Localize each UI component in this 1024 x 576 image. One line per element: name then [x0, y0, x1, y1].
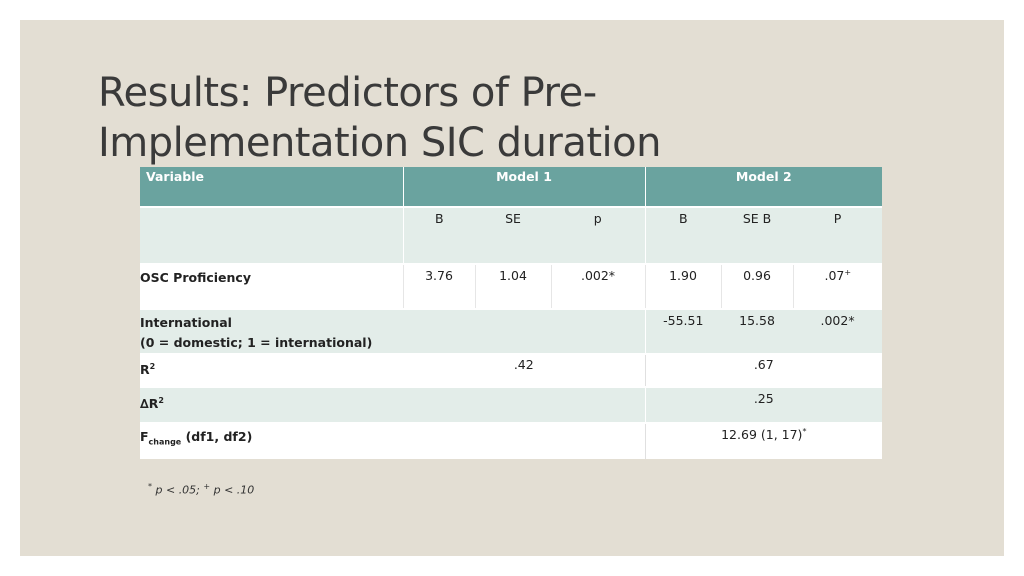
title-line-1: Results: Predictors of Pre- — [98, 70, 597, 116]
osc-m2-p-value: .07 — [824, 268, 845, 284]
slide-title: Results: Predictors of Pre- Implementati… — [98, 68, 918, 168]
fchange-model-1 — [403, 423, 646, 459]
table-row-international: International (0 = domestic; 1 = interna… — [140, 309, 883, 354]
header-model-1: Model 1 — [403, 167, 646, 207]
footnote-part-2: p < .10 — [210, 483, 255, 497]
r2-label: R2 — [140, 354, 403, 387]
title-line-2: Implementation SIC duration — [98, 120, 661, 166]
international-label: International (0 = domestic; 1 = interna… — [140, 309, 403, 354]
r2-model-1: .42 — [403, 354, 646, 387]
delta-r2-model-1 — [403, 387, 646, 423]
osc-m2-p: .07+ — [793, 264, 882, 309]
international-m2-p: .002* — [820, 313, 855, 328]
subheader-m2-p: P — [833, 211, 842, 226]
r2-label-text: R — [140, 362, 150, 378]
header-model-2: Model 2 — [735, 169, 792, 184]
delta-r2-label: ∆R2 — [140, 387, 403, 423]
international-label-main: International — [140, 315, 232, 330]
subheader-m1-b: B — [434, 211, 444, 226]
footnote-star: * — [148, 482, 152, 491]
international-m1-p — [551, 309, 646, 354]
international-m2-se: 15.58 — [739, 313, 775, 328]
international-m1-b — [403, 309, 475, 354]
fchange-model-2: 12.69 (1, 17)* — [645, 423, 882, 459]
subheader-m1-p: p — [551, 207, 646, 264]
table-row-osc-proficiency: OSC Proficiency 3.76 1.04 .002* 1.90 0.9… — [140, 264, 883, 309]
footnote-part-1: p < .05; — [152, 483, 204, 497]
fchange-label-rest: (df1, df2) — [181, 429, 253, 444]
table-row-f-change: Fchange (df1, df2) 12.69 (1, 17)* — [140, 423, 883, 459]
results-table: Variable Model 1 Model 2 B SE p B SE B P… — [140, 167, 883, 459]
fchange-label-f: F — [140, 429, 149, 444]
fchange-label-sub: change — [148, 437, 182, 447]
delta-r2-label-text: ∆R — [140, 396, 159, 412]
osc-m1-b: 3.76 — [403, 264, 476, 309]
osc-m2-se: 0.96 — [721, 264, 794, 309]
delta-r2-model-2: .25 — [753, 391, 774, 406]
table-subheader-row: B SE p B SE B P — [140, 207, 883, 264]
r2-label-sup: 2 — [149, 362, 156, 371]
header-variable: Variable — [140, 167, 404, 207]
table-header-row: Variable Model 1 Model 2 — [140, 167, 883, 207]
delta-r2-label-sup: 2 — [158, 396, 164, 405]
fchange-model-2-sup: * — [802, 427, 807, 436]
osc-m1-p: .002* — [551, 264, 646, 309]
osc-m2-p-sup: + — [844, 268, 852, 277]
fchange-label: Fchange (df1, df2) — [140, 423, 403, 459]
international-label-sub: (0 = domestic; 1 = international) — [140, 335, 373, 350]
subheader-m2-se: SE B — [742, 211, 772, 226]
osc-label: OSC Proficiency — [140, 264, 404, 309]
osc-m2-b: 1.90 — [645, 264, 722, 309]
subheader-m1-se: SE — [505, 211, 521, 226]
r2-model-2: .67 — [753, 357, 774, 372]
fchange-model-2-value: 12.69 (1, 17) — [721, 427, 803, 443]
subheader-m2-b: B — [678, 211, 688, 226]
footnote-plus: + — [203, 482, 211, 491]
table-row-delta-r-squared: ∆R2 .25 — [140, 387, 883, 423]
subheader-empty — [140, 207, 404, 264]
international-m2-b: -55.51 — [663, 313, 704, 328]
table-footnote: * p < .05; + p < .10 — [148, 482, 254, 497]
international-m1-se — [475, 309, 551, 354]
table-row-r-squared: R2 .42 .67 — [140, 354, 883, 387]
osc-m1-se: 1.04 — [475, 264, 552, 309]
